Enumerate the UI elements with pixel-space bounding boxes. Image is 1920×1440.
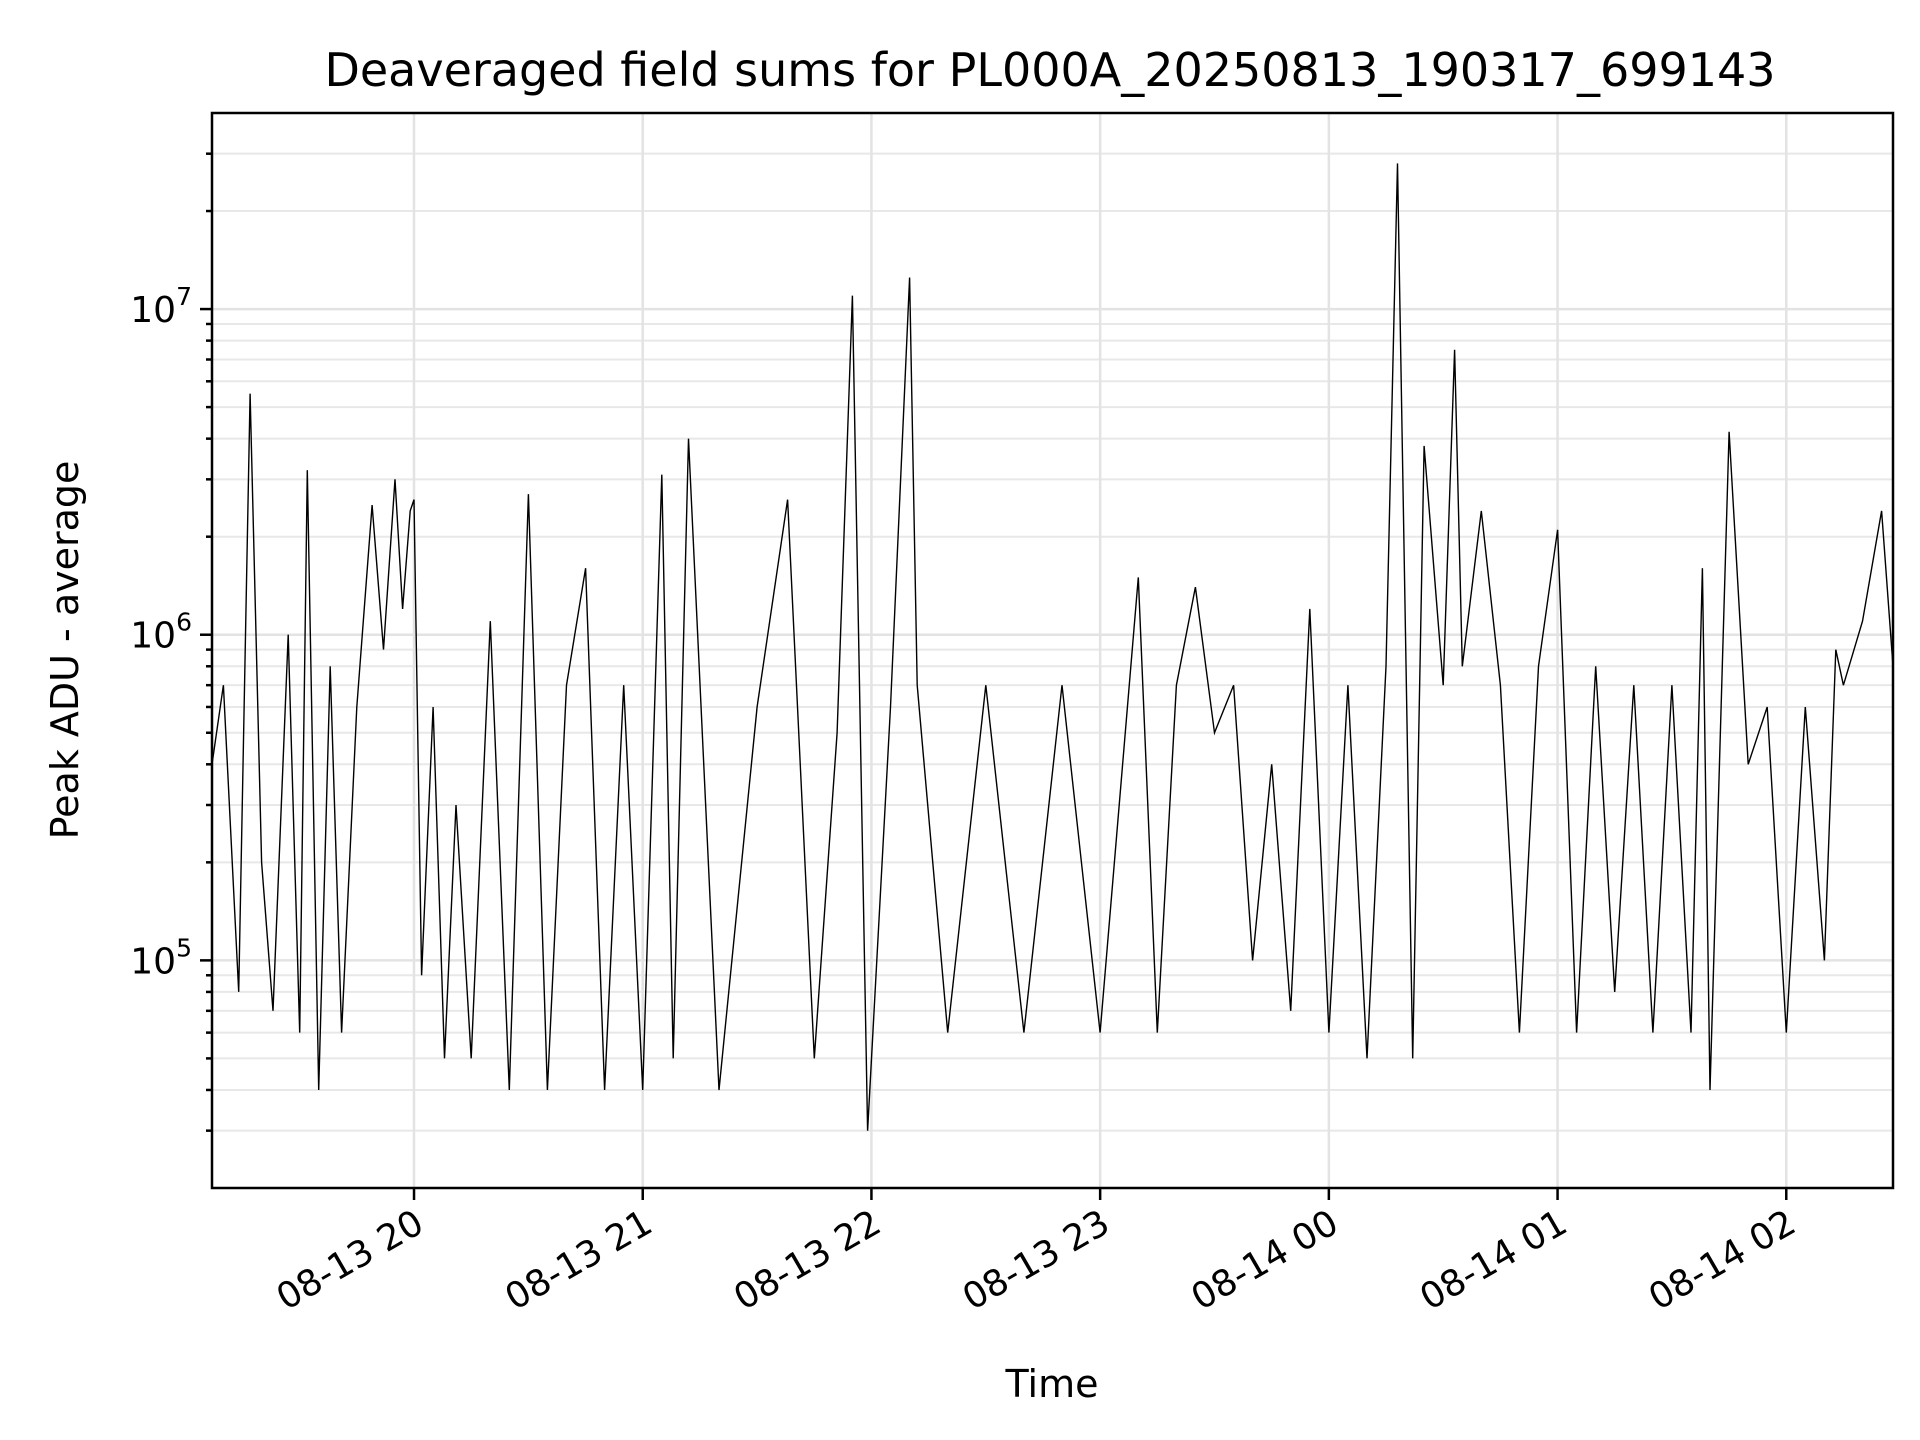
y-tick-mantissa: 10	[130, 616, 176, 657]
y-tick-label: 107	[130, 282, 192, 331]
y-tick-exponent: 5	[176, 933, 192, 962]
y-tick-mantissa: 10	[130, 941, 176, 982]
y-tick-label: 105	[130, 933, 192, 982]
y-axis-label: Peak ADU - average	[43, 461, 87, 840]
series-layer	[211, 163, 1894, 1131]
y-tick-exponent: 6	[176, 608, 192, 637]
y-tick-mantissa: 10	[130, 290, 176, 331]
chart-title: Deaveraged field sums for PL000A_2025081…	[324, 43, 1775, 97]
y-tick-label: 106	[130, 608, 192, 657]
data-series-line	[211, 163, 1894, 1131]
x-axis-label: Time	[1005, 1362, 1099, 1406]
y-tick-exponent: 7	[176, 282, 192, 311]
